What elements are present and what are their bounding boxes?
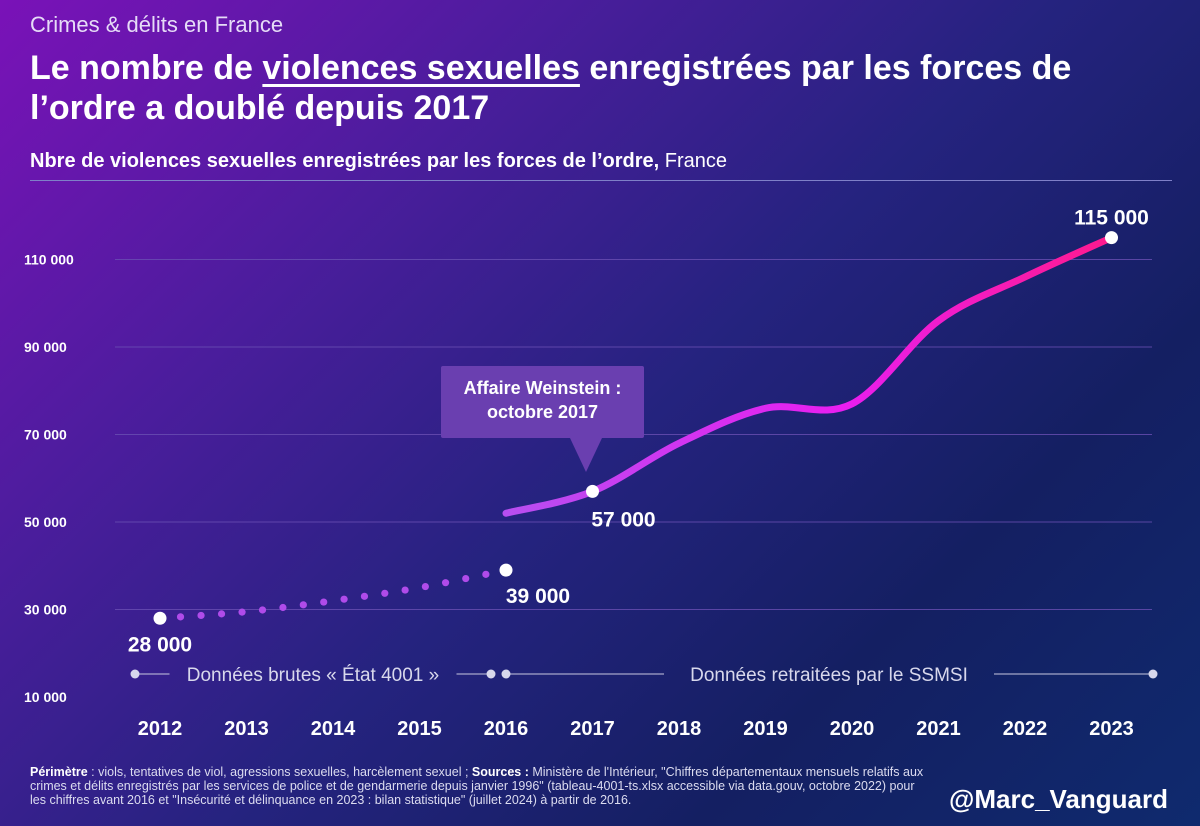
period-label: Données retraitées par le SSMSI <box>690 665 968 686</box>
x-tick-label: 2019 <box>743 718 788 740</box>
callout-text: Affaire Weinstein : octobre 2017 <box>441 376 644 424</box>
x-tick-label: 2021 <box>916 718 961 740</box>
series-dot <box>360 592 369 600</box>
series-dot <box>176 613 185 621</box>
series-dot <box>421 582 429 591</box>
callout-line-2: octobre 2017 <box>486 402 599 422</box>
sources-text: Ministère de l'Intérieur, "Chiffres dépa… <box>30 765 924 807</box>
x-tick-label: 2015 <box>397 718 442 740</box>
y-tick-label: 10 000 <box>24 689 67 705</box>
series-dot <box>258 606 267 614</box>
x-tick-label: 2013 <box>224 718 269 740</box>
data-label: 28 000 <box>128 633 192 656</box>
callout-line-1: Affaire Weinstein : <box>463 378 622 398</box>
data-label: 39 000 <box>506 585 570 608</box>
weinstein-callout: Affaire Weinstein : octobre 2017 <box>441 366 644 472</box>
period-label: Données brutes « État 4001 » <box>187 665 439 686</box>
subtitle-light: France <box>664 150 728 172</box>
series-dot <box>401 586 409 594</box>
series-dot <box>381 589 389 597</box>
period-dot <box>130 669 140 679</box>
x-tick-label: 2016 <box>484 718 529 740</box>
series-dot <box>238 608 246 616</box>
y-tick-label: 90 000 <box>24 339 67 355</box>
chart-subtitle: Nbre de violences sexuelles enregistrées… <box>30 150 727 173</box>
title-part-2: enregistrées par les forces de l’ordre a… <box>30 49 1072 127</box>
highlight-point <box>499 563 513 577</box>
y-tick-label: 30 000 <box>24 602 67 618</box>
series-dot <box>482 570 490 578</box>
footnote: Périmètre : viols, tentatives de viol, a… <box>30 765 930 807</box>
page-title: Le nombre de violences sexuelles enregis… <box>30 48 1180 128</box>
highlight-point <box>586 484 599 498</box>
author-handle: @Marc_Vanguard <box>949 784 1168 814</box>
series-dot <box>197 611 205 620</box>
y-tick-label: 70 000 <box>24 427 67 443</box>
x-tick-label: 2017 <box>570 718 615 740</box>
y-tick-label: 50 000 <box>24 514 67 530</box>
x-tick-label: 2014 <box>311 718 356 740</box>
supertitle: Crimes & délits en France <box>30 12 284 37</box>
period-dot <box>486 669 496 679</box>
x-tick-label: 2020 <box>830 718 875 740</box>
x-tick-label: 2012 <box>138 718 183 740</box>
series-dot <box>441 579 450 587</box>
series-dot <box>299 601 307 609</box>
title-part-1: Le nombre de <box>30 49 263 87</box>
period-dot <box>501 669 511 679</box>
series-path-raw <box>160 570 506 618</box>
perimetre-text: : viols, tentatives de viol, agressions … <box>87 765 472 779</box>
series-dot <box>279 603 287 612</box>
series-line-ssmsi <box>502 234 1115 517</box>
series-dot <box>320 598 328 606</box>
title-highlight: violences sexuelles <box>262 49 580 87</box>
perimetre-label: Périmètre <box>30 765 88 779</box>
x-tick-label: 2018 <box>657 718 702 740</box>
subtitle-rule <box>30 180 1172 181</box>
data-label: 57 000 <box>591 508 655 531</box>
period-dot <box>1148 669 1158 679</box>
x-tick-label: 2022 <box>1003 718 1048 740</box>
sources-label: Sources : <box>471 765 529 779</box>
y-tick-label: 110 000 <box>24 252 74 268</box>
subtitle-bold: Nbre de violences sexuelles enregistrées… <box>30 150 660 172</box>
data-label: 115 000 <box>1074 207 1149 230</box>
series-dot <box>462 574 470 583</box>
series-dot <box>340 595 348 603</box>
highlight-point <box>153 611 167 625</box>
series-dot <box>217 610 226 618</box>
x-tick-label: 2023 <box>1089 718 1134 740</box>
highlight-point <box>1105 231 1118 245</box>
